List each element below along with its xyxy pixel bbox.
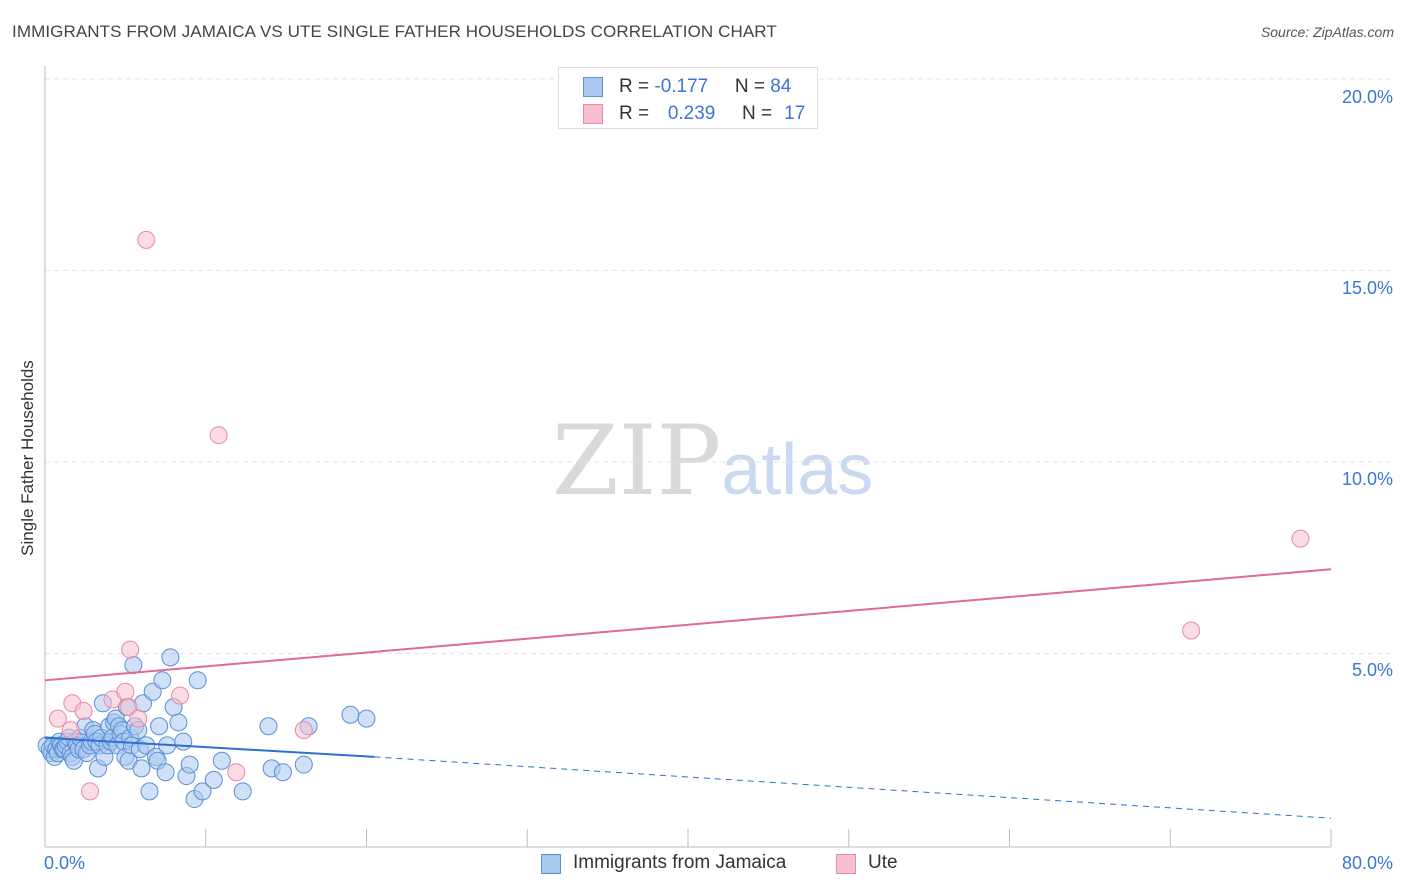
trend-line-jamaica-extension xyxy=(374,756,1332,819)
y-tick-label: 15.0% xyxy=(1341,278,1393,298)
legend-swatch-pink xyxy=(836,854,856,874)
data-point-ute xyxy=(1291,529,1310,548)
legend-swatch-blue xyxy=(541,854,561,874)
data-point-ute xyxy=(61,721,80,740)
data-point-ute xyxy=(209,426,228,445)
legend-n-value: 84 xyxy=(770,76,792,97)
y-tick-label: 10.0% xyxy=(1341,469,1393,489)
legend-label: Ute xyxy=(868,852,898,873)
data-point-jamaica xyxy=(143,682,162,701)
data-point-jamaica xyxy=(124,655,143,674)
x-tick-label: 0.0% xyxy=(44,853,86,873)
data-point-jamaica xyxy=(212,751,231,770)
data-point-jamaica xyxy=(161,648,180,667)
series-legend: Immigrants from Jamaica Ute xyxy=(0,851,1406,879)
y-axis-label: Single Father Households xyxy=(18,360,37,556)
watermark-zip: ZIP xyxy=(552,405,722,517)
data-point-jamaica xyxy=(132,759,151,778)
data-point-ute xyxy=(116,682,135,701)
data-point-ute xyxy=(227,763,246,782)
data-point-ute xyxy=(1182,621,1201,640)
data-point-jamaica xyxy=(233,782,252,801)
data-point-ute xyxy=(294,721,313,740)
data-point-ute xyxy=(74,701,93,720)
data-point-jamaica xyxy=(259,717,278,736)
data-point-ute xyxy=(48,709,67,728)
legend-n-label: N = xyxy=(741,103,778,124)
data-point-ute xyxy=(81,782,100,801)
legend-swatch-blue xyxy=(583,77,603,97)
legend-r-value: 0.239 xyxy=(667,103,716,124)
data-point-jamaica xyxy=(341,705,360,724)
data-point-jamaica xyxy=(188,671,207,690)
legend-r-label: R = xyxy=(619,76,655,97)
legend-swatch-pink xyxy=(583,104,603,124)
legend-r-value: -0.177 xyxy=(654,76,709,97)
chart-title: IMMIGRANTS FROM JAMAICA VS UTE SINGLE FA… xyxy=(12,22,777,41)
trend-line-ute xyxy=(44,568,1332,682)
data-point-jamaica xyxy=(153,671,172,690)
watermark-atlas: atlas xyxy=(721,430,874,510)
data-point-jamaica xyxy=(193,782,212,801)
data-point-jamaica xyxy=(140,782,159,801)
data-point-jamaica xyxy=(137,736,156,755)
data-point-jamaica xyxy=(273,763,292,782)
data-point-jamaica xyxy=(204,770,223,789)
x-tick-label: 80.0% xyxy=(1341,853,1393,873)
data-point-ute xyxy=(171,686,190,705)
data-point-jamaica xyxy=(174,732,193,751)
data-point-jamaica xyxy=(357,709,376,728)
watermark: ZIPatlas xyxy=(552,405,873,517)
stats-legend: R = -0.177 N = 84 R = 0.239 N = 17 xyxy=(558,67,818,129)
data-point-ute xyxy=(119,698,138,717)
legend-label: Immigrants from Jamaica xyxy=(573,852,787,873)
data-point-jamaica xyxy=(156,763,175,782)
trend-line-jamaica xyxy=(44,736,375,758)
data-point-jamaica xyxy=(180,755,199,774)
y-tick-label: 20.0% xyxy=(1341,87,1393,107)
data-point-ute xyxy=(137,230,156,249)
legend-r-label: R = xyxy=(619,103,655,124)
data-point-jamaica xyxy=(150,717,169,736)
data-point-jamaica xyxy=(169,713,188,732)
data-point-ute xyxy=(129,709,148,728)
y-tick-label: 5.0% xyxy=(1351,660,1393,680)
source-note: Source: ZipAtlas.com xyxy=(1260,24,1394,40)
legend-n-label: N = xyxy=(734,76,771,97)
data-point-jamaica xyxy=(294,755,313,774)
data-point-ute xyxy=(121,640,140,659)
legend-n-value: 17 xyxy=(784,103,806,124)
